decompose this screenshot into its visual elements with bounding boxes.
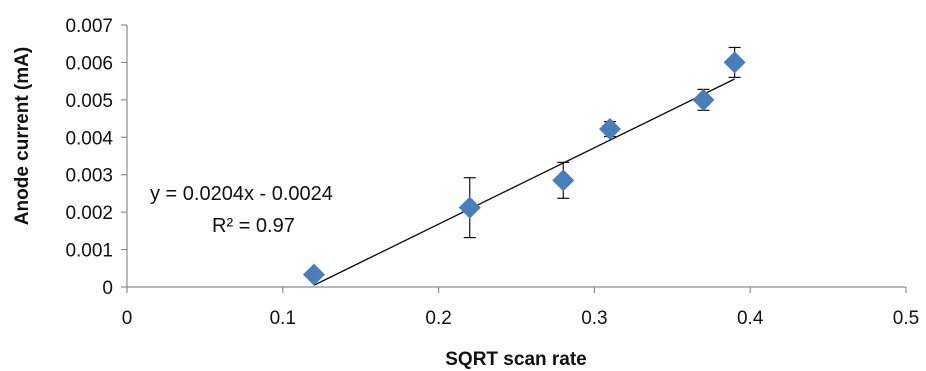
trendline bbox=[313, 78, 735, 286]
trendline-equation: y = 0.0204x - 0.0024 bbox=[150, 183, 333, 205]
y-tick-label: 0.007 bbox=[65, 16, 113, 37]
x-tick-label: 0.2 bbox=[425, 308, 451, 329]
y-tick-label: 0.001 bbox=[65, 241, 113, 262]
x-axis-title: SQRT scan rate bbox=[445, 349, 587, 370]
y-tick-label: 0.005 bbox=[65, 91, 113, 112]
data-point bbox=[598, 118, 621, 141]
y-tick-label: 0 bbox=[102, 278, 113, 299]
x-tick-label: 0.5 bbox=[893, 308, 919, 329]
data-point bbox=[723, 51, 746, 74]
data-point bbox=[302, 263, 325, 286]
x-tick-label: 0.3 bbox=[581, 308, 607, 329]
y-axis-title: Anode current (mA) bbox=[12, 47, 33, 225]
x-tick-label: 0 bbox=[122, 308, 133, 329]
data-point bbox=[552, 169, 575, 192]
y-tick-label: 0.003 bbox=[65, 166, 113, 187]
data-point bbox=[692, 88, 715, 111]
y-tick-label: 0.004 bbox=[65, 128, 113, 149]
data-point bbox=[458, 196, 481, 219]
trendline-r-squared: R² = 0.97 bbox=[212, 215, 295, 237]
y-tick-label: 0.002 bbox=[65, 203, 113, 224]
x-tick-label: 0.1 bbox=[270, 308, 296, 329]
x-tick-label: 0.4 bbox=[737, 308, 764, 329]
y-tick-label: 0.006 bbox=[65, 53, 113, 74]
